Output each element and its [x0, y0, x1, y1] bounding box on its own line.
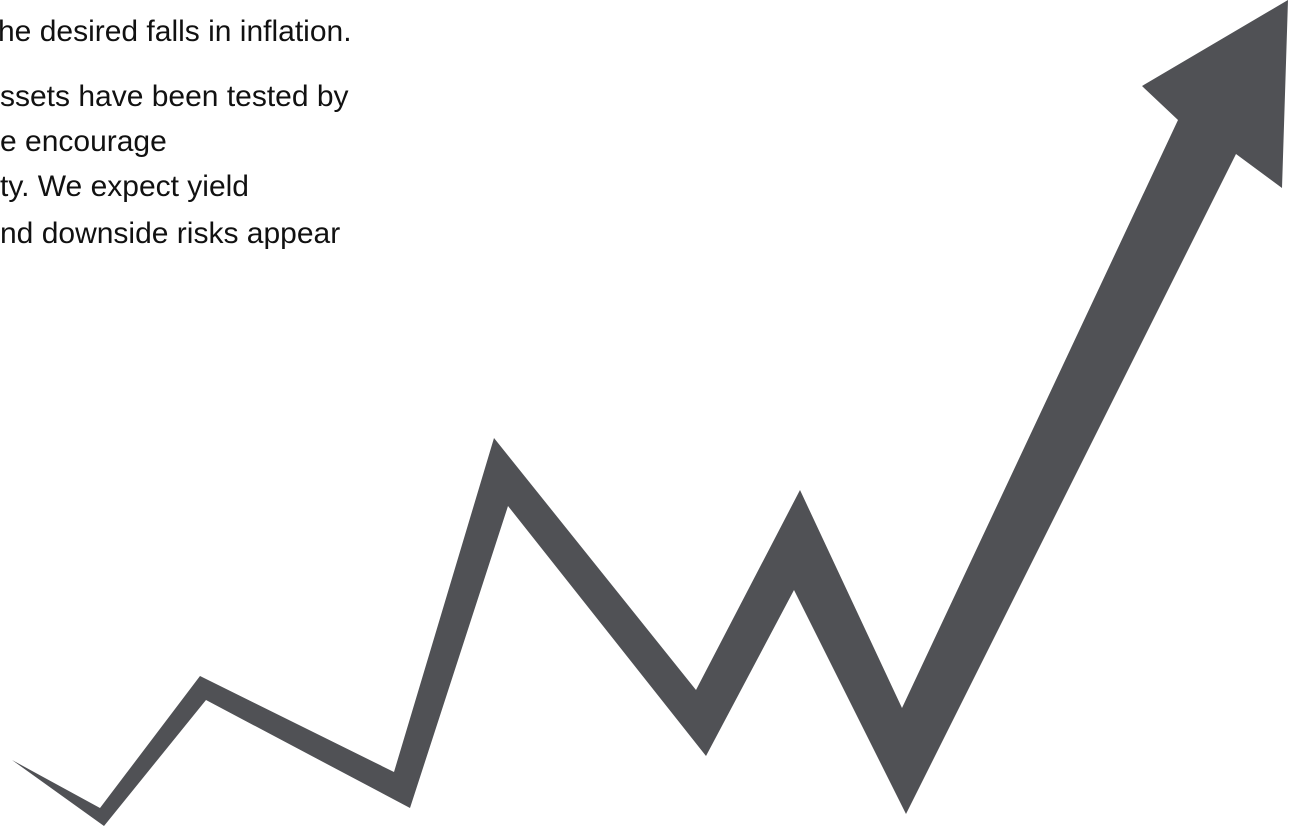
arrow-shape — [12, 0, 1288, 826]
body-text: he desired falls in inflation. he desire… — [0, 0, 520, 300]
text-line-1: he desired falls in inflation. — [0, 15, 352, 48]
text-line-2: ssets have been tested by — [0, 80, 349, 113]
text-line-4: ty. We expect yield — [0, 170, 249, 203]
text-line-5: nd downside risks appear — [0, 217, 341, 250]
text-line-3: e encourage — [0, 125, 167, 158]
